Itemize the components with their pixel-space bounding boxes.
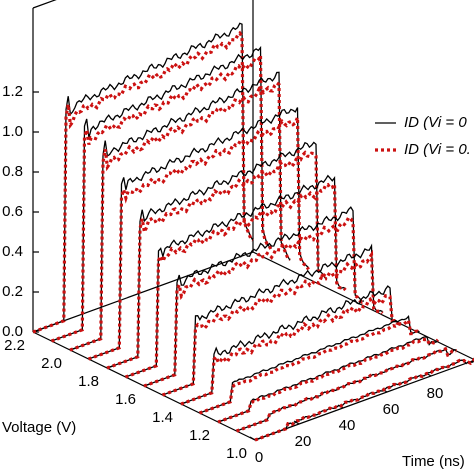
trace xyxy=(106,141,328,369)
y-tick-label: 1.0 xyxy=(226,445,247,462)
trace xyxy=(198,317,421,415)
x-tick xyxy=(293,420,300,425)
y-tick-label: 2.0 xyxy=(41,355,62,372)
x-tick-label: 0 xyxy=(255,449,263,466)
x-axis-label: Time (ns) xyxy=(402,453,465,470)
trace xyxy=(32,30,254,334)
trace xyxy=(143,206,365,387)
trace xyxy=(217,336,439,423)
y-tick-label: 2.2 xyxy=(4,337,25,354)
x-tick-label: 20 xyxy=(295,433,312,450)
trace xyxy=(50,54,273,343)
x-tick-label: 80 xyxy=(427,385,444,402)
trace xyxy=(235,346,457,433)
z-tick-label: 0.4 xyxy=(2,243,23,260)
trace xyxy=(161,249,384,397)
trace xyxy=(69,80,292,352)
trace xyxy=(69,71,291,351)
x-tick xyxy=(249,436,256,441)
trace xyxy=(199,314,420,414)
y-tick-label: 1.4 xyxy=(152,409,173,426)
z-tick-label: 1.0 xyxy=(2,123,23,140)
trace xyxy=(180,294,402,406)
trace xyxy=(254,357,474,442)
y-axis-label: Voltage (V) xyxy=(2,419,76,436)
legend-label: ID (Vi = 0. xyxy=(404,141,471,158)
y-tick-label: 1.2 xyxy=(189,427,210,444)
trace xyxy=(125,174,346,378)
trace xyxy=(162,243,383,396)
y-tick-label: 1.8 xyxy=(78,373,99,390)
z-tick-label: 0.0 xyxy=(2,323,23,340)
trace xyxy=(217,337,440,424)
z-tick-label: 0.2 xyxy=(2,283,23,300)
trace xyxy=(180,285,402,405)
trace xyxy=(88,107,309,360)
z-tick-label: 1.2 xyxy=(2,83,23,100)
y-tick-label: 1.6 xyxy=(115,391,136,408)
trace xyxy=(124,179,347,379)
legend-label: ID (Vi = 0 xyxy=(404,114,467,131)
x-tick-label: 40 xyxy=(339,417,356,434)
frame-line xyxy=(32,0,57,9)
z-tick-label: 0.6 xyxy=(2,203,23,220)
frame-line xyxy=(254,359,474,441)
z-tick-label: 0.8 xyxy=(2,163,23,180)
x-tick-label: 60 xyxy=(383,401,400,418)
trace xyxy=(106,150,328,370)
